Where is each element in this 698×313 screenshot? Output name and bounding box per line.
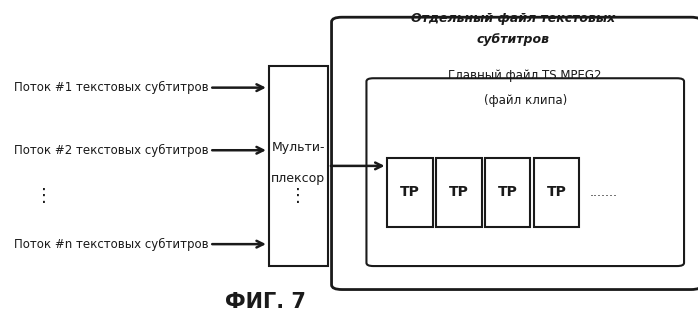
Text: .......: ....... bbox=[590, 186, 618, 199]
Text: Поток #1 текстовых субтитров: Поток #1 текстовых субтитров bbox=[14, 81, 209, 94]
FancyBboxPatch shape bbox=[485, 158, 530, 227]
Text: ⋮: ⋮ bbox=[35, 187, 53, 205]
Text: (файл клипа): (файл клипа) bbox=[484, 94, 567, 107]
Text: Главный файл TS MPEG2: Главный файл TS MPEG2 bbox=[449, 69, 602, 82]
Text: ⋮: ⋮ bbox=[290, 187, 307, 205]
Text: Отдельный файл текстовых: Отдельный файл текстовых bbox=[411, 12, 615, 25]
Text: TP: TP bbox=[547, 186, 567, 199]
Text: Поток #2 текстовых субтитров: Поток #2 текстовых субтитров bbox=[14, 144, 209, 157]
FancyBboxPatch shape bbox=[366, 78, 684, 266]
FancyBboxPatch shape bbox=[436, 158, 482, 227]
FancyBboxPatch shape bbox=[534, 158, 579, 227]
Text: TP: TP bbox=[449, 186, 469, 199]
Text: TP: TP bbox=[498, 186, 518, 199]
Text: Мульти-: Мульти- bbox=[272, 141, 325, 154]
FancyBboxPatch shape bbox=[332, 17, 698, 290]
Text: ФИГ. 7: ФИГ. 7 bbox=[225, 292, 306, 312]
Text: субтитров: субтитров bbox=[477, 33, 549, 46]
Text: TP: TP bbox=[400, 186, 420, 199]
Text: плексор: плексор bbox=[272, 172, 325, 185]
FancyBboxPatch shape bbox=[387, 158, 433, 227]
Text: Поток #n текстовых субтитров: Поток #n текстовых субтитров bbox=[14, 238, 209, 251]
Bar bbox=[269, 66, 328, 266]
